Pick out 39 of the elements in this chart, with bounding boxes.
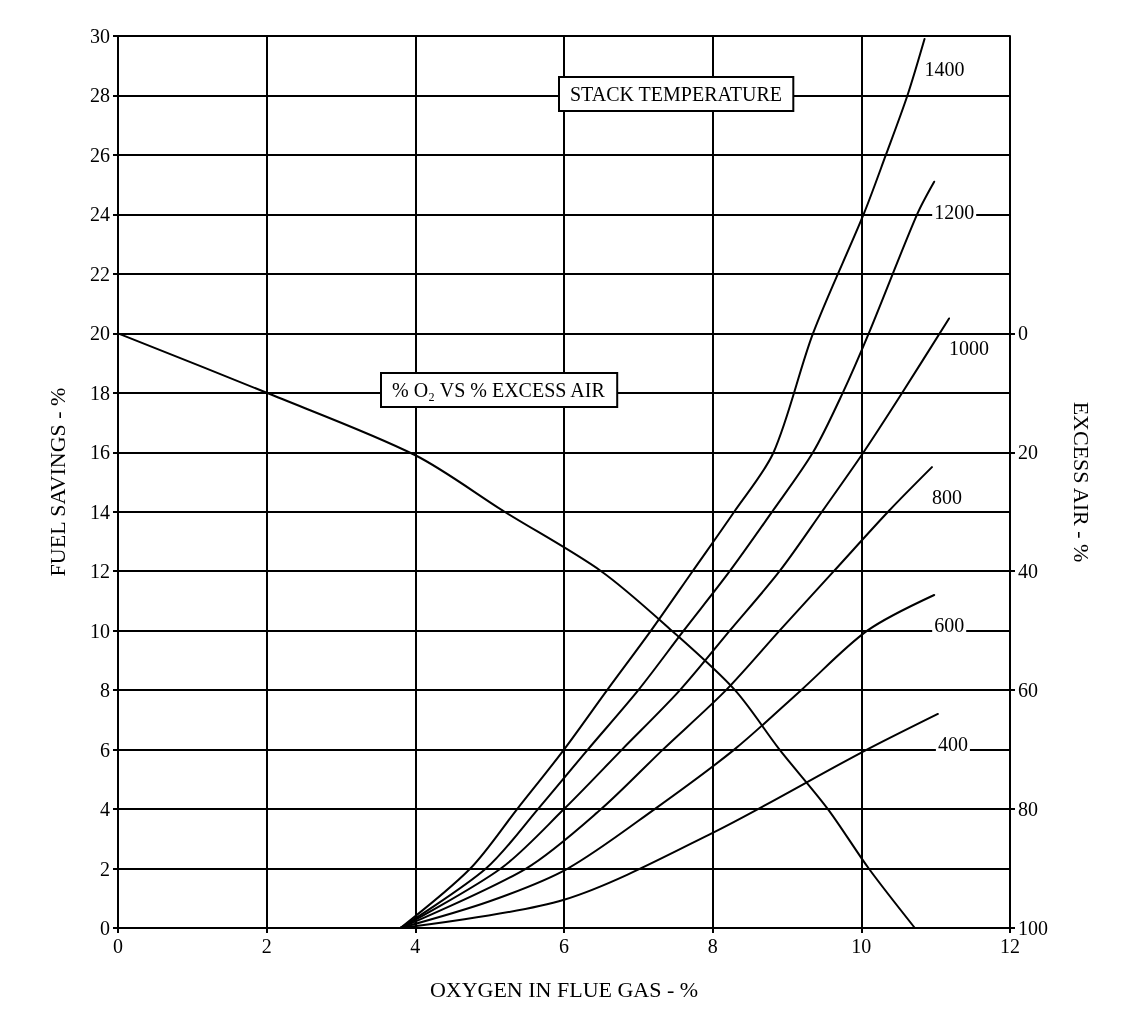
y-tick-label: 30 [90,25,110,47]
y2-tick-label: 40 [1018,560,1038,583]
y-tick-label: 14 [90,500,110,523]
x-tick-label: 2 [261,935,272,957]
y2-tick-label: 0 [1018,322,1028,345]
y-axis-title: FUEL SAVINGS - % [44,387,70,577]
annotation: STACK TEMPERATURE [570,83,782,105]
y-tick-label: 26 [90,143,110,166]
y-tick-label: 4 [100,798,110,821]
y-tick-label: 8 [100,679,110,702]
y2-axis-title: EXCESS AIR - % [1068,401,1094,563]
series-label: 1200 [934,200,975,223]
x-tick-label: 10 [851,935,872,957]
y2-tick-label: 20 [1018,441,1038,464]
series-label: 1000 [949,337,990,360]
y-tick-label: 20 [90,322,110,345]
y-tick-label: 6 [100,738,110,761]
x-tick-label: 12 [1000,935,1020,957]
y-tick-label: 10 [90,619,110,642]
x-axis-title: OXYGEN IN FLUE GAS - % [429,976,699,1002]
y-tick-label: 28 [90,84,110,107]
annotation: % O₂ VS % EXCESS AIR [392,379,606,401]
y-tick-label: 12 [90,560,110,583]
y-tick-label: 22 [90,262,110,285]
y2-tick-label: 80 [1018,798,1038,821]
y-tick-label: 24 [90,203,110,226]
series-label: 800 [931,486,962,509]
y-tick-label: 0 [100,917,110,939]
y-tick-label: 2 [100,857,110,880]
series-label: 600 [934,613,965,636]
series-label: 400 [937,732,968,755]
x-tick-label: 6 [559,935,569,957]
y2-tick-label: 60 [1018,679,1038,702]
series-label: 1400 [924,57,965,80]
y-tick-label: 18 [90,381,110,404]
x-tick-label: 8 [707,935,718,957]
y2-tick-label: 100 [1018,917,1048,939]
x-tick-label: 4 [410,935,421,957]
y-tick-label: 16 [90,441,110,464]
